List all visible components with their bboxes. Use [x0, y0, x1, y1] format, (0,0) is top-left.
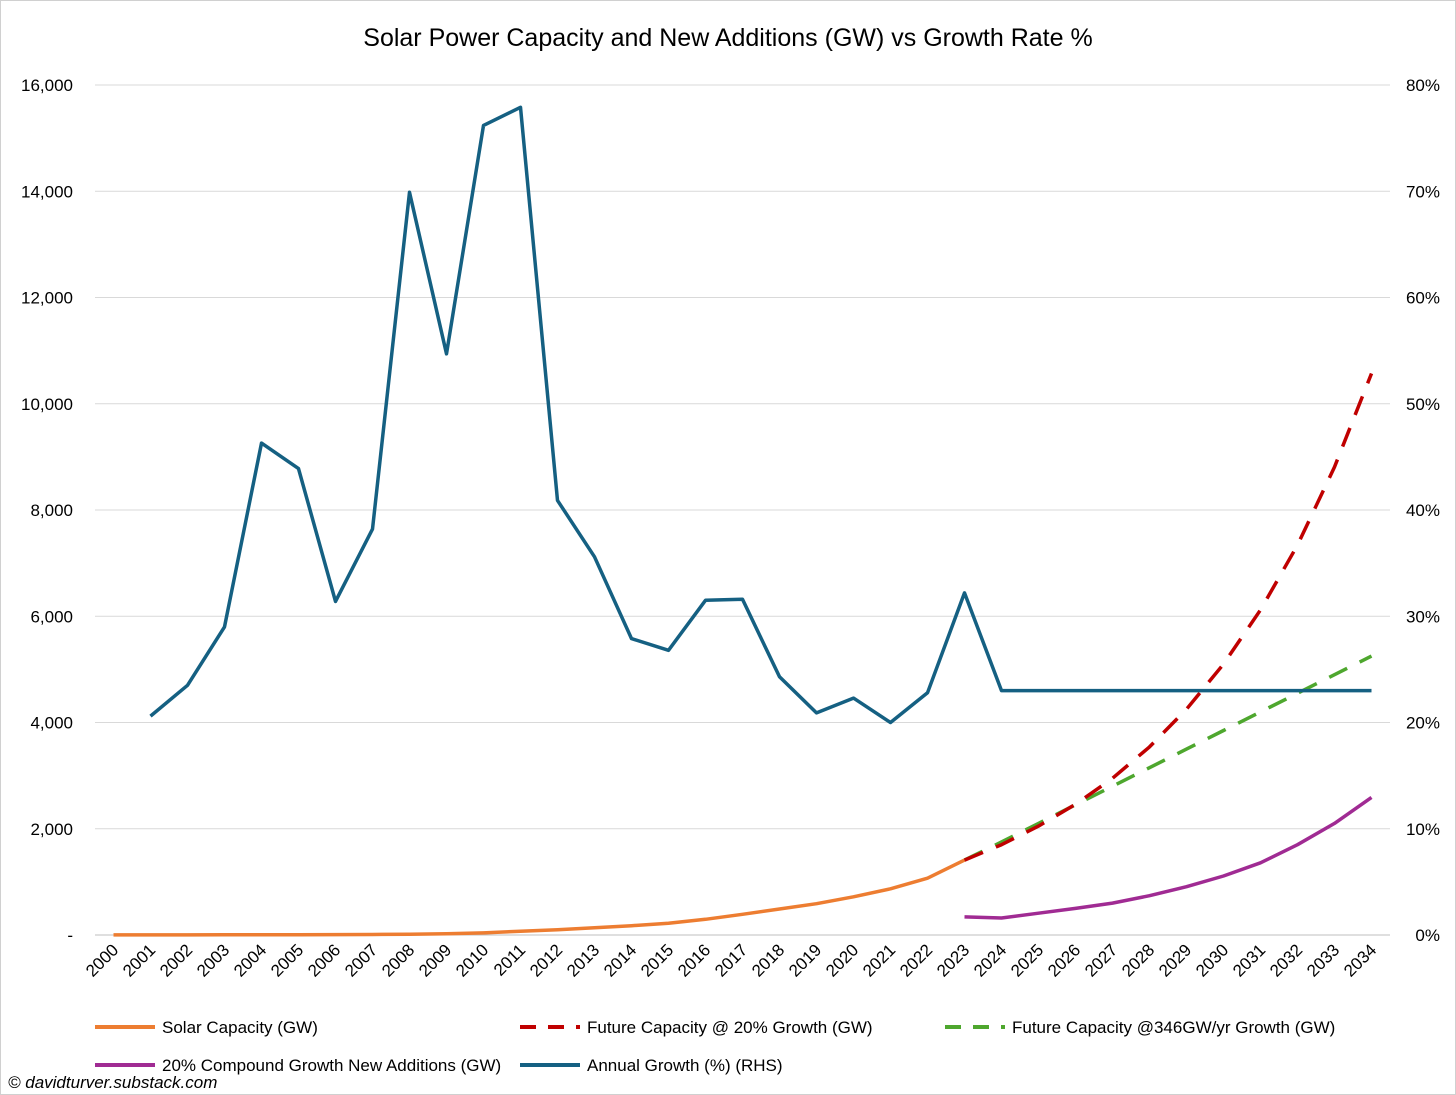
x-tick-label: 2001 — [119, 940, 159, 980]
y2-tick-label: 0% — [1415, 926, 1440, 945]
series-line-3 — [964, 795, 1373, 920]
y-tick-label: 14,000 — [21, 182, 73, 201]
x-tick-label: 2022 — [896, 940, 936, 980]
x-tick-label: 2031 — [1229, 940, 1269, 980]
x-tick-label: 2006 — [304, 940, 344, 980]
x-tick-label: 2014 — [600, 940, 640, 980]
x-tick-label: 2005 — [267, 940, 307, 980]
x-tick-label: 2033 — [1303, 940, 1343, 980]
y-tick-label: 16,000 — [21, 76, 73, 95]
x-tick-label: 2034 — [1340, 940, 1380, 980]
legend-label: Future Capacity @346GW/yr Growth (GW) — [1012, 1018, 1335, 1037]
x-tick-label: 2009 — [415, 940, 455, 980]
y-tick-label: 2,000 — [30, 820, 73, 839]
x-tick-label: 2028 — [1118, 940, 1158, 980]
y2-tick-label: 60% — [1406, 289, 1440, 308]
legend-label: Solar Capacity (GW) — [162, 1018, 318, 1037]
chart-title: Solar Power Capacity and New Additions (… — [363, 24, 1092, 52]
x-tick-label: 2008 — [378, 940, 418, 980]
x-tick-label: 2004 — [230, 940, 270, 980]
x-tick-label: 2016 — [674, 940, 714, 980]
x-tick-label: 2012 — [526, 940, 566, 980]
y2-tick-label: 50% — [1406, 395, 1440, 414]
series-line-4 — [149, 105, 1372, 725]
y2-tick-label: 30% — [1406, 607, 1440, 626]
x-tick-label: 2015 — [637, 940, 677, 980]
series-line-1 — [963, 372, 1374, 862]
y2-tick-label: 10% — [1406, 820, 1440, 839]
x-tick-label: 2032 — [1266, 940, 1306, 980]
x-tick-label: 2018 — [748, 940, 788, 980]
x-tick-label: 2025 — [1007, 940, 1047, 980]
x-tick-label: 2024 — [970, 940, 1010, 980]
x-axis: 2000200120022003200420052006200720082009… — [82, 934, 1390, 981]
series-line-2 — [963, 654, 1373, 862]
x-tick-label: 2017 — [711, 940, 751, 980]
y2-tick-label: 20% — [1406, 714, 1440, 733]
series-line-0 — [113, 858, 966, 937]
y-tick-label: - — [67, 926, 73, 945]
left-axis: - 2,000 4,000 6,000 8,000 10,000 12,000 14,000 1… — [21, 76, 73, 945]
y-tick-label: 12,000 — [21, 289, 73, 308]
y-tick-label: 4,000 — [30, 714, 73, 733]
y2-tick-label: 70% — [1406, 182, 1440, 201]
x-tick-label: 2013 — [563, 940, 603, 980]
y2-tick-label: 80% — [1406, 76, 1440, 95]
x-tick-label: 2026 — [1044, 940, 1084, 980]
gridlines — [95, 84, 1390, 936]
y-tick-label: 8,000 — [30, 501, 73, 520]
x-tick-label: 2023 — [933, 940, 973, 980]
legend-label: 20% Compound Growth New Additions (GW) — [162, 1056, 501, 1075]
x-tick-label: 2021 — [859, 940, 899, 980]
x-tick-label: 2030 — [1192, 940, 1232, 980]
x-tick-label: 2007 — [341, 940, 381, 980]
x-tick-label: 2010 — [452, 940, 492, 980]
y-tick-label: 6,000 — [30, 607, 73, 626]
y-tick-label: 10,000 — [21, 395, 73, 414]
credit-text: © davidturver.substack.com — [8, 1073, 217, 1092]
legend: Solar Capacity (GW) Future Capacity @ 20%… — [95, 1018, 1335, 1075]
x-tick-label: 2020 — [822, 940, 862, 980]
legend-label: Annual Growth (%) (RHS) — [587, 1056, 783, 1075]
x-tick-label: 2027 — [1081, 940, 1121, 980]
x-tick-label: 2019 — [785, 940, 825, 980]
x-tick-label: 2003 — [193, 940, 233, 980]
x-tick-label: 2002 — [156, 940, 196, 980]
y2-tick-label: 40% — [1406, 501, 1440, 520]
x-tick-label: 2029 — [1155, 940, 1195, 980]
series-lines — [113, 105, 1374, 937]
right-axis: 0% 10% 20% 30% 40% 50% 60% 70% 80% — [1406, 76, 1440, 945]
x-tick-label: 2011 — [490, 940, 529, 979]
x-tick-label: 2000 — [82, 940, 122, 980]
legend-label: Future Capacity @ 20% Growth (GW) — [587, 1018, 873, 1037]
